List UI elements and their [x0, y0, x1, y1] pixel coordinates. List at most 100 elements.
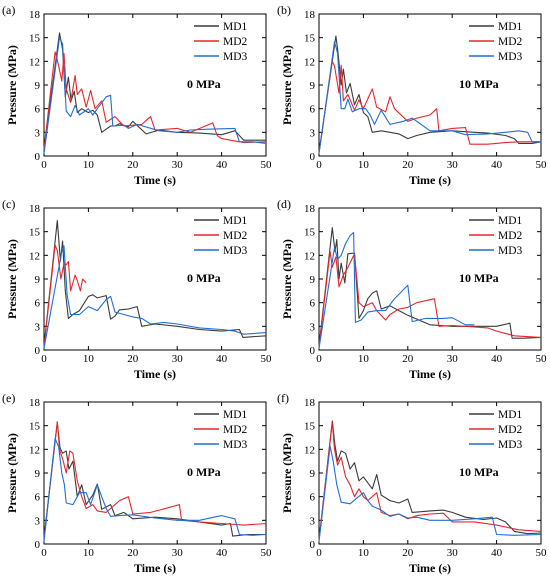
y-tick-label: 15 — [304, 33, 316, 45]
panel-label: (a) — [2, 3, 15, 17]
x-tick-label: 40 — [491, 159, 503, 171]
confining-pressure-annotation: 0 MPa — [187, 271, 221, 285]
x-tick-label: 0 — [316, 353, 322, 365]
x-tick-label: 10 — [358, 159, 370, 171]
y-tick-label: 6 — [310, 298, 316, 310]
legend-label: MD1 — [498, 215, 523, 227]
x-tick-label: 10 — [83, 353, 95, 365]
y-tick-label: 12 — [29, 250, 40, 262]
y-tick-label: 12 — [29, 444, 40, 456]
y-tick-label: 6 — [35, 492, 41, 504]
legend-label: MD3 — [498, 439, 523, 451]
x-tick-label: 10 — [358, 547, 370, 559]
x-tick-label: 40 — [216, 159, 228, 171]
y-axis-label: Pressure (MPa) — [280, 239, 294, 319]
y-tick-label: 12 — [304, 250, 315, 262]
legend-label: MD1 — [498, 409, 523, 421]
series-line-md2 — [318, 250, 542, 348]
series-line-md2 — [43, 51, 267, 150]
x-tick-label: 50 — [536, 547, 548, 559]
y-tick-label: 12 — [304, 56, 315, 68]
y-tick-label: 0 — [35, 151, 41, 163]
x-tick-label: 0 — [316, 159, 322, 171]
y-tick-label: 9 — [35, 274, 41, 286]
series-line-md2 — [318, 421, 542, 541]
y-tick-label: 18 — [304, 397, 316, 409]
x-tick-label: 20 — [402, 547, 414, 559]
y-tick-label: 3 — [35, 515, 41, 527]
panel-label: (c) — [2, 197, 15, 211]
x-tick-label: 0 — [41, 547, 47, 559]
x-axis-label: Time (s) — [134, 173, 176, 187]
y-tick-label: 18 — [29, 9, 41, 21]
y-axis-label: Pressure (MPa) — [5, 433, 19, 513]
y-tick-label: 15 — [29, 33, 41, 45]
confining-pressure-annotation: 10 MPa — [459, 465, 499, 479]
chart-panel: (a) 0 10 20 30 40 50 0 3 6 9 12 15 18 Time (s) Pressure… — [2, 3, 272, 187]
series-line-md3 — [43, 37, 267, 154]
legend-label: MD2 — [498, 230, 523, 242]
series-line-md3 — [318, 41, 541, 154]
legend-label: MD2 — [498, 424, 523, 436]
panel-label: (b) — [277, 3, 291, 17]
confining-pressure-annotation: 0 MPa — [187, 77, 221, 91]
x-tick-label: 0 — [41, 353, 47, 365]
series-line-md1 — [318, 35, 542, 153]
series-line-md1 — [318, 227, 542, 347]
series-line-md3 — [43, 437, 267, 542]
y-tick-label: 3 — [310, 321, 316, 333]
chart-panel: (d) 0 10 20 30 40 50 0 3 6 9 12 15 18 Time (s) Pressure… — [277, 197, 547, 381]
y-axis-label: Pressure (MPa) — [5, 239, 19, 319]
y-tick-label: 12 — [304, 444, 315, 456]
chart-panel: (b) 0 10 20 30 40 50 0 3 6 9 12 15 18 Time (s) Pressure… — [277, 3, 547, 187]
x-axis-label: Time (s) — [409, 367, 451, 381]
x-tick-label: 20 — [127, 353, 139, 365]
panel-label: (e) — [2, 391, 15, 405]
y-tick-label: 15 — [29, 421, 41, 433]
legend-label: MD2 — [498, 36, 523, 48]
y-tick-label: 18 — [304, 203, 316, 215]
x-tick-label: 50 — [261, 547, 273, 559]
x-tick-label: 40 — [491, 353, 503, 365]
x-tick-label: 20 — [127, 159, 139, 171]
series-line-md2 — [318, 60, 541, 153]
x-axis-label: Time (s) — [409, 173, 451, 187]
y-tick-label: 3 — [35, 127, 41, 139]
y-tick-label: 3 — [35, 321, 41, 333]
x-tick-label: 10 — [83, 159, 95, 171]
y-tick-label: 18 — [29, 203, 41, 215]
y-tick-label: 12 — [29, 56, 40, 68]
chart-panel: (e) 0 10 20 30 40 50 0 3 6 9 12 15 18 Time (s) Pressure… — [2, 391, 272, 575]
series-line-md3 — [318, 231, 475, 349]
legend-label: MD3 — [223, 51, 248, 63]
x-tick-label: 30 — [172, 159, 184, 171]
x-tick-label: 30 — [447, 547, 459, 559]
legend-label: MD3 — [498, 245, 523, 257]
y-tick-label: 0 — [35, 345, 41, 357]
x-tick-label: 30 — [447, 353, 459, 365]
y-tick-label: 6 — [310, 492, 316, 504]
confining-pressure-annotation: 0 MPa — [187, 465, 221, 479]
legend-label: MD2 — [223, 424, 248, 436]
series-line-md1 — [43, 220, 267, 347]
legend-label: MD1 — [498, 21, 523, 33]
x-tick-label: 50 — [261, 353, 273, 365]
x-axis-label: Time (s) — [134, 367, 176, 381]
x-tick-label: 40 — [216, 547, 228, 559]
x-tick-label: 30 — [172, 353, 184, 365]
y-tick-label: 15 — [304, 227, 316, 239]
legend-label: MD3 — [223, 439, 248, 451]
y-tick-label: 0 — [310, 345, 316, 357]
y-tick-label: 0 — [35, 539, 41, 551]
series-line-md3 — [318, 445, 542, 542]
series-line-md2 — [43, 244, 87, 348]
x-tick-label: 20 — [402, 159, 414, 171]
x-tick-label: 30 — [172, 547, 184, 559]
legend-label: MD1 — [223, 409, 248, 421]
legend-label: MD3 — [498, 51, 523, 63]
x-tick-label: 10 — [83, 547, 95, 559]
y-tick-label: 6 — [35, 104, 41, 116]
y-tick-label: 18 — [304, 9, 316, 21]
y-axis-label: Pressure (MPa) — [280, 45, 294, 125]
y-tick-label: 15 — [304, 421, 316, 433]
